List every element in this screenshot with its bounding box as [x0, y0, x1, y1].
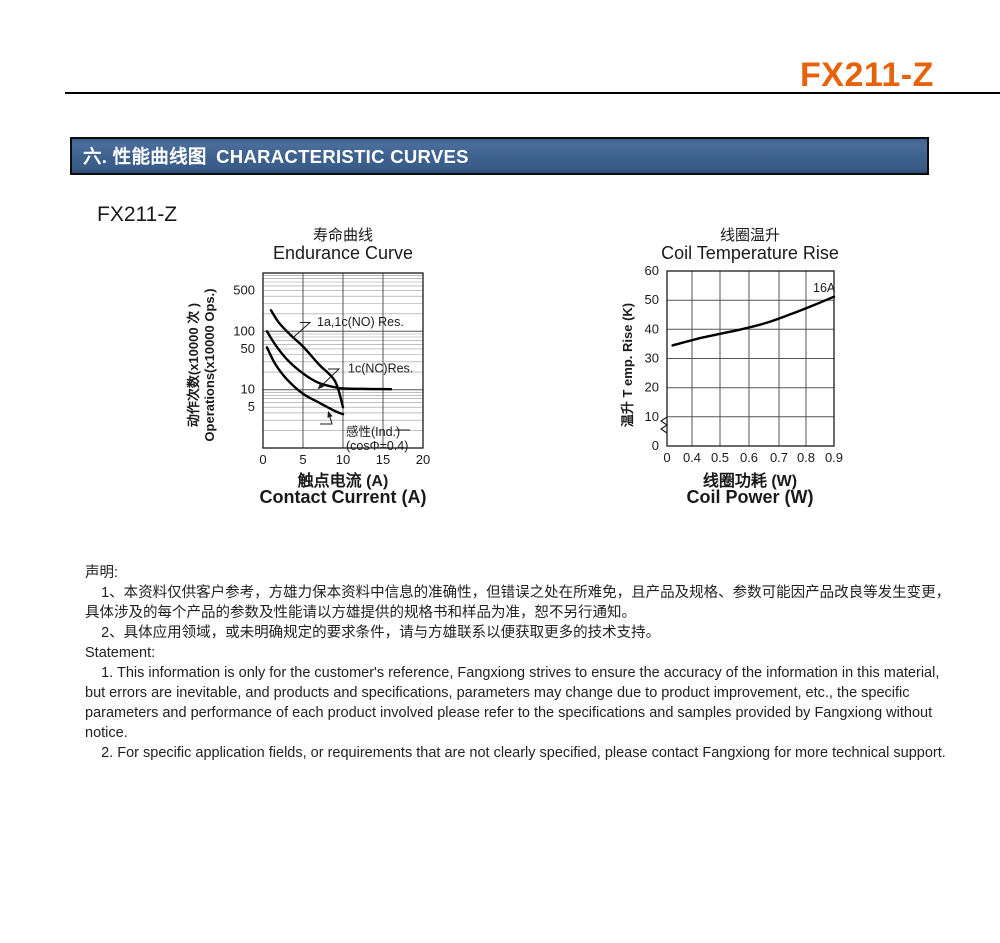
svg-text:10: 10 [645, 409, 659, 424]
svg-text:100: 100 [233, 323, 255, 338]
svg-text:500: 500 [233, 283, 255, 298]
svg-text:1a,1c(NO) Res.: 1a,1c(NO) Res. [317, 315, 404, 329]
svg-text:50: 50 [645, 292, 659, 307]
svg-text:0.4: 0.4 [683, 450, 701, 465]
svg-text:0.7: 0.7 [770, 450, 788, 465]
svg-text:15: 15 [376, 452, 390, 467]
svg-text:0.5: 0.5 [711, 450, 729, 465]
svg-text:60: 60 [645, 263, 659, 278]
svg-text:动作次数(x10000 次 ): 动作次数(x10000 次 ) [186, 303, 201, 427]
svg-text:感性(Ind.): 感性(Ind.) [346, 424, 400, 439]
svg-text:5: 5 [299, 452, 306, 467]
svg-text:0.6: 0.6 [740, 450, 758, 465]
svg-text:5: 5 [248, 399, 255, 414]
svg-text:16A: 16A [813, 281, 836, 295]
svg-text:0: 0 [663, 450, 670, 465]
svg-text:1c(NC)Res.: 1c(NC)Res. [348, 362, 413, 376]
svg-text:10: 10 [336, 452, 350, 467]
svg-text:0.8: 0.8 [797, 450, 815, 465]
svg-text:20: 20 [645, 380, 659, 395]
svg-text:20: 20 [416, 452, 430, 467]
svg-text:40: 40 [645, 321, 659, 336]
svg-text:Operations(x10000 Ops.): Operations(x10000 Ops.) [202, 288, 217, 441]
svg-text:0: 0 [259, 452, 266, 467]
svg-text:(cosΦ=0.4): (cosΦ=0.4) [346, 439, 408, 453]
svg-text:0: 0 [652, 438, 659, 453]
svg-text:温升 T emp. Rise (K): 温升 T emp. Rise (K) [620, 303, 635, 427]
svg-text:0.9: 0.9 [825, 450, 843, 465]
svg-text:10: 10 [241, 382, 255, 397]
svg-text:30: 30 [645, 351, 659, 366]
svg-text:50: 50 [241, 341, 255, 356]
